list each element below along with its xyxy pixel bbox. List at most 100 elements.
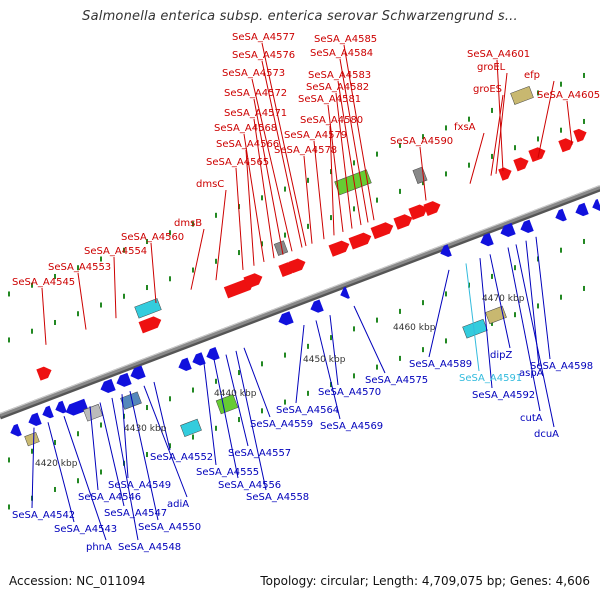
tick-mark [77,478,79,484]
tick-mark [583,118,585,124]
leader-line [490,94,504,176]
tick-mark [100,256,102,262]
gene-label: fxsA [454,122,476,133]
leader-line [489,254,511,349]
leader-line [113,256,117,319]
tick-mark [238,250,240,256]
tick-mark [215,212,217,218]
forward-gene-arrow [408,204,428,221]
tick-mark [307,343,309,349]
misc-feature-box [83,403,103,422]
gene-label: SeSA_A4573 [222,68,285,79]
gene-label: SeSA_A4568 [214,123,277,134]
rna-feature-box [134,298,162,319]
leader-line [89,406,99,491]
kbp-label: 4470 kbp [482,294,525,304]
kbp-label: 4460 kbp [393,323,436,333]
reverse-gene-arrow [10,423,22,437]
leader-line [353,305,386,374]
reverse-gene-arrow [178,357,192,371]
accession-text: Accession: NC_011094 [9,574,146,588]
tick-mark [146,452,148,458]
leader-line [225,354,249,447]
tick-mark [468,162,470,168]
leader-line [213,359,239,479]
forward-gene-arrow [348,232,372,250]
leader-line [245,149,255,266]
gene-label: SeSA_A4549 [108,480,171,491]
leader-line [479,258,493,389]
leader-line [566,100,573,145]
gene-label: SeSA_A4556 [218,480,281,491]
tick-mark [330,335,332,341]
tick-mark [514,265,516,271]
leader-line [235,167,244,270]
gene-label: SeSA_A4579 [284,130,347,141]
reverse-gene-arrow [28,412,42,426]
leader-line [496,59,504,172]
gene-label: SeSA_A4542 [12,510,75,521]
gene-label: dcuA [534,429,559,440]
tick-mark [491,107,493,113]
leader-line [339,58,369,223]
leader-line [243,133,265,263]
tick-mark [261,241,263,247]
reverse-gene-arrow [278,311,294,326]
tick-mark [215,425,217,431]
tick-mark [54,439,56,445]
tick-mark [422,300,424,306]
leader-line [469,132,485,184]
reverse-gene-arrow [500,222,516,237]
leader-line [535,236,551,360]
tick-mark [169,396,171,402]
tick-mark [399,355,401,361]
tick-mark [353,373,355,379]
leader-line [77,272,87,330]
tick-mark [146,285,148,291]
tick-mark [192,267,194,273]
forward-gene-arrow [328,240,350,257]
rna-feature-box [180,418,202,437]
gene-label: phnA [86,542,112,553]
tick-mark [537,136,539,142]
tick-mark [54,486,56,492]
gene-label: SeSA_A4578 [274,145,337,156]
forward-gene-arrow [36,366,52,381]
rna-feature-box [215,394,239,415]
tick-mark [468,116,470,122]
gene-label: SeSA_A4591 [459,373,522,384]
forward-gene-arrow [558,138,574,153]
label-leader-lines [31,42,573,541]
gene-label: SeSA_A4582 [306,82,369,93]
reverse-gene-arrow [592,199,600,211]
tick-mark [560,81,562,87]
gene-label: SeSA_A4583 [308,70,371,81]
leader-line [303,155,313,244]
reverse-gene-arrow [310,299,324,313]
gene-label: SeSA_A4566 [216,139,279,150]
gene-label: SeSA_A4543 [54,524,117,535]
tick-mark [353,326,355,332]
leader-line [150,242,157,304]
backbone-line [0,185,600,417]
tick-mark [353,160,355,166]
gene-label: groEL [477,62,506,73]
leader-line [121,394,129,479]
leader-line [329,125,335,236]
reverse-gene-arrow [130,365,146,380]
backbone-highlight [0,185,600,414]
reverse-gene-arrow [116,372,132,387]
gene-label: SeSA_A4565 [206,157,269,168]
tick-mark [261,195,263,201]
tick-mark [445,338,447,344]
tick-mark [284,232,286,238]
tick-mark [307,177,309,183]
gene-label: SeSA_A4557 [228,448,291,459]
gene-label: SeSA_A4545 [12,277,75,288]
leader-line [537,80,555,158]
tick-mark [537,90,539,96]
gene-labels: SeSA_A4545 SeSA_A4553 SeSA_A4554 SeSA_A4560… [12,32,600,553]
tick-mark [422,180,424,186]
gene-label: SeSA_A4605 [537,90,600,101]
